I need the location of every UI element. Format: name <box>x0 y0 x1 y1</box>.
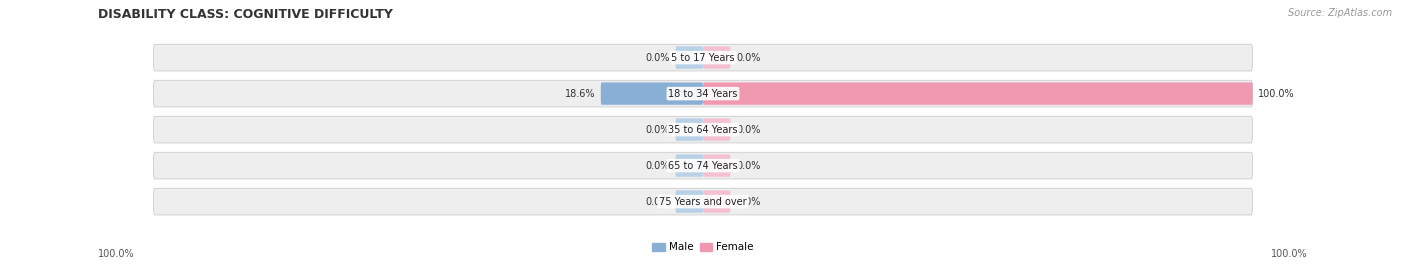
FancyBboxPatch shape <box>703 82 1253 105</box>
FancyBboxPatch shape <box>703 119 731 141</box>
Text: 100.0%: 100.0% <box>98 249 135 259</box>
FancyBboxPatch shape <box>675 154 703 177</box>
Legend: Male, Female: Male, Female <box>648 238 758 256</box>
Text: 65 to 74 Years: 65 to 74 Years <box>668 161 738 171</box>
Text: 0.0%: 0.0% <box>645 53 671 63</box>
Text: 0.0%: 0.0% <box>735 161 761 171</box>
Text: 75 Years and over: 75 Years and over <box>659 197 747 207</box>
Text: 0.0%: 0.0% <box>645 124 671 135</box>
FancyBboxPatch shape <box>703 154 731 177</box>
FancyBboxPatch shape <box>153 80 1253 107</box>
FancyBboxPatch shape <box>153 44 1253 71</box>
FancyBboxPatch shape <box>153 152 1253 179</box>
FancyBboxPatch shape <box>703 46 731 69</box>
Text: 18.6%: 18.6% <box>565 89 595 99</box>
Text: 100.0%: 100.0% <box>1258 89 1295 99</box>
FancyBboxPatch shape <box>675 119 703 141</box>
FancyBboxPatch shape <box>153 116 1253 143</box>
Text: 0.0%: 0.0% <box>645 197 671 207</box>
Text: 0.0%: 0.0% <box>645 161 671 171</box>
FancyBboxPatch shape <box>600 82 703 105</box>
FancyBboxPatch shape <box>153 188 1253 215</box>
Text: 0.0%: 0.0% <box>735 197 761 207</box>
Text: 0.0%: 0.0% <box>735 124 761 135</box>
FancyBboxPatch shape <box>675 190 703 213</box>
Text: 100.0%: 100.0% <box>1271 249 1308 259</box>
Text: Source: ZipAtlas.com: Source: ZipAtlas.com <box>1288 8 1392 18</box>
Text: 35 to 64 Years: 35 to 64 Years <box>668 124 738 135</box>
Text: DISABILITY CLASS: COGNITIVE DIFFICULTY: DISABILITY CLASS: COGNITIVE DIFFICULTY <box>98 8 394 21</box>
FancyBboxPatch shape <box>675 46 703 69</box>
Text: 0.0%: 0.0% <box>735 53 761 63</box>
FancyBboxPatch shape <box>703 190 731 213</box>
Text: 18 to 34 Years: 18 to 34 Years <box>668 89 738 99</box>
Text: 5 to 17 Years: 5 to 17 Years <box>671 53 735 63</box>
